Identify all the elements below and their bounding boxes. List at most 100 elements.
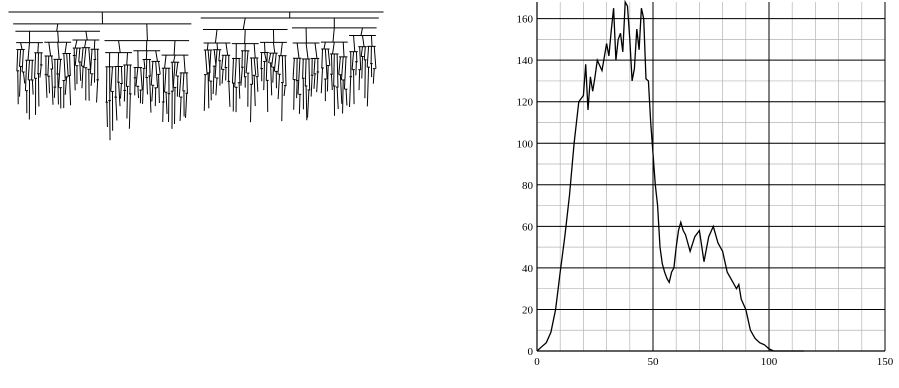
tree-edge — [37, 42, 39, 53]
tree-edge — [250, 57, 254, 85]
tree-edge — [216, 42, 219, 50]
tree-leaf — [185, 93, 188, 118]
tree-edge — [360, 46, 363, 57]
tree-leaf — [137, 86, 140, 99]
tree-edge — [245, 50, 249, 74]
tree-edge — [64, 42, 68, 54]
tree-leaf — [53, 87, 56, 98]
tree-edge — [110, 66, 113, 92]
tree-leaf — [215, 77, 218, 96]
tree-edge — [366, 46, 370, 68]
tree-leaf — [305, 85, 308, 121]
tree-leaf — [96, 79, 99, 103]
tree-edge — [66, 53, 69, 77]
line-chart: 0 50 100 150 0 20 40 60 80 100 120 140 160 — [517, 0, 894, 368]
tree-leaf — [298, 94, 301, 114]
tree-edge — [126, 52, 129, 66]
tree-leaf — [372, 68, 375, 84]
tree-edge — [264, 52, 267, 62]
tree-leaf — [349, 76, 352, 108]
tree-leaf — [272, 67, 274, 83]
y-tick-label: 0 — [528, 346, 534, 358]
tree-edge — [214, 29, 218, 43]
tree-edge — [231, 58, 234, 84]
tree-edge — [74, 39, 78, 49]
tree-edge — [88, 47, 91, 70]
tree-edge — [342, 42, 345, 57]
tree-leaf — [342, 79, 344, 114]
tree-edge — [48, 42, 52, 57]
tree-edge — [305, 42, 309, 60]
tree-leaf — [165, 92, 168, 114]
tree-leaf — [228, 81, 231, 107]
tree-leaf — [81, 66, 84, 89]
tree-edge — [149, 59, 151, 77]
x-tick-labels: 0 50 100 150 — [534, 356, 894, 368]
y-tick-label: 20 — [522, 304, 534, 316]
y-tick-label: 100 — [517, 138, 534, 150]
tree-edge — [80, 47, 84, 67]
tree-leaf — [361, 56, 363, 79]
tree-edge — [68, 53, 71, 76]
tree-leaf — [240, 67, 243, 86]
tree-edge — [204, 49, 208, 75]
tree-edge — [338, 56, 341, 75]
tree-edge — [304, 58, 307, 86]
tree-edge — [155, 50, 158, 62]
tree-edge — [74, 48, 78, 66]
x-tick-label: 50 — [648, 356, 660, 368]
tree-edge — [243, 50, 246, 77]
tree-edge — [135, 67, 139, 87]
tree-leaf — [270, 62, 273, 96]
tree-leaf — [79, 61, 82, 81]
x-tick-label: 100 — [761, 356, 778, 368]
tree-edge — [51, 55, 54, 70]
tree-edge — [340, 56, 344, 80]
tree-edge — [27, 42, 31, 61]
tree-edge — [183, 55, 186, 73]
tree-edge — [256, 57, 259, 77]
tree-leaf — [203, 74, 206, 111]
tree-edge — [353, 35, 356, 52]
tree-leaf — [39, 64, 42, 78]
tree-edge — [321, 48, 324, 68]
branching-tree-diagram — [8, 11, 384, 141]
tree-leaf — [313, 73, 316, 89]
tree-leaf — [253, 75, 256, 107]
tree-edge — [277, 55, 281, 75]
tree-edge — [57, 42, 60, 60]
tree-leaf — [330, 74, 333, 91]
tree-leaf — [316, 71, 319, 93]
tree-edge — [268, 53, 272, 64]
tree-leaf — [326, 65, 329, 92]
tree-leaf — [250, 84, 252, 123]
tree-leaf — [146, 77, 148, 95]
tree-edge — [58, 59, 62, 88]
tree-edge — [314, 42, 318, 59]
tree-edge — [323, 42, 326, 50]
tree-edge — [214, 49, 218, 79]
tree-edge — [281, 55, 284, 83]
y-tick-label: 60 — [522, 221, 534, 233]
tree-leaf — [73, 55, 76, 91]
tree-edge — [272, 42, 276, 54]
tree-edge — [140, 67, 143, 91]
tree-edge — [57, 31, 59, 43]
tree-leaf — [142, 68, 145, 104]
tree-edge — [224, 55, 227, 68]
tree-edge — [333, 53, 335, 86]
tree-edge — [84, 39, 87, 48]
tree-leaf — [57, 73, 59, 105]
tree-edge — [19, 49, 22, 67]
tree-edge — [186, 72, 188, 94]
tree-edge — [370, 35, 373, 47]
tree-edge — [296, 42, 300, 59]
tree-leaf — [212, 66, 215, 95]
tree-edge — [118, 40, 121, 53]
tree-edge — [85, 31, 88, 41]
tree-edge — [21, 49, 24, 73]
tree-leaf — [45, 74, 48, 98]
tree-leaf — [263, 61, 265, 91]
y-tick-labels: 0 20 40 60 80 100 120 140 160 — [517, 14, 534, 358]
